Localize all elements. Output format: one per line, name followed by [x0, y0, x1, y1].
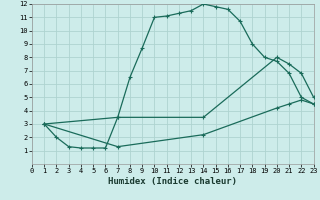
- X-axis label: Humidex (Indice chaleur): Humidex (Indice chaleur): [108, 177, 237, 186]
